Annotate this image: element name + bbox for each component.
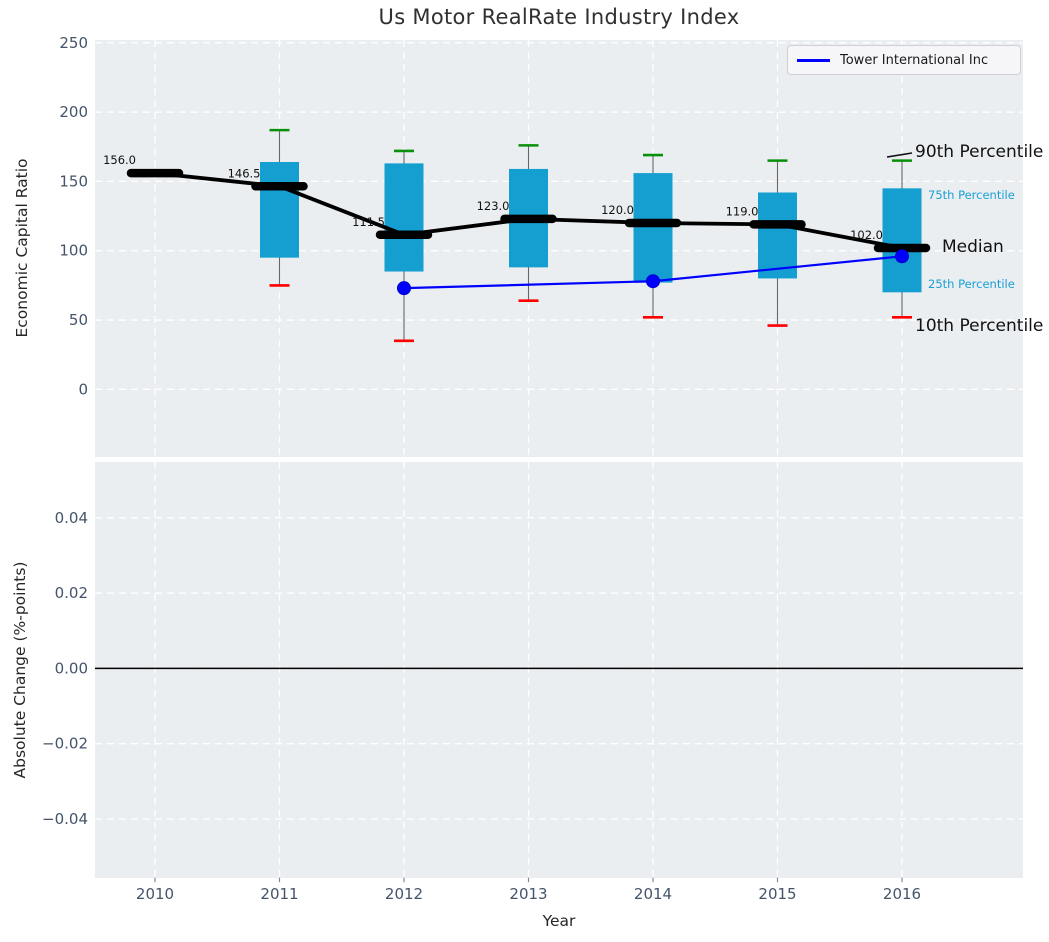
annotation-10th-percentile: 10th Percentile	[915, 316, 1043, 336]
bottom-y-axis-label: Absolute Change (%-points)	[11, 562, 29, 779]
percentile-box	[758, 193, 797, 279]
percentile-box	[260, 162, 299, 258]
legend-line-icon	[797, 59, 830, 62]
x-tick-label: 2016	[883, 885, 921, 903]
x-tick-label: 2012	[385, 885, 423, 903]
percentile-box	[634, 173, 673, 283]
median-value-label: 111.5	[352, 215, 385, 229]
percentile-box	[883, 188, 922, 292]
y-tick-label: 50	[69, 311, 88, 329]
y-tick-label: 0.04	[55, 509, 88, 527]
annotation-90th-percentile: 90th Percentile	[915, 142, 1043, 162]
x-axis-label: Year	[95, 912, 1023, 930]
annotation-25th-percentile: 25th Percentile	[928, 277, 1015, 291]
y-tick-label: −0.04	[42, 810, 88, 828]
x-tick-label: 2015	[758, 885, 796, 903]
median-value-label: 102.0	[850, 228, 883, 242]
x-tick-label: 2014	[634, 885, 672, 903]
median-value-label: 146.5	[228, 166, 261, 180]
company-point	[647, 275, 660, 288]
legend: Tower International Inc	[787, 45, 1021, 75]
legend-label: Tower International Inc	[840, 53, 988, 68]
annotation-leader-line	[887, 153, 912, 157]
y-tick-label: 250	[59, 34, 88, 52]
x-tick-label: 2010	[136, 885, 174, 903]
y-tick-label: 0.02	[55, 584, 88, 602]
y-tick-label: 0.00	[55, 659, 88, 677]
annotation-median: Median	[942, 237, 1004, 257]
median-value-label: 123.0	[477, 199, 510, 213]
y-tick-label: 200	[59, 103, 88, 121]
x-tick-label: 2011	[260, 885, 298, 903]
annotation-75th-percentile: 75th Percentile	[928, 188, 1015, 202]
chart-title: Us Motor RealRate Industry Index	[95, 5, 1023, 29]
median-value-label: 119.0	[726, 204, 759, 218]
median-value-label: 156.0	[103, 153, 136, 167]
figure: 156.0 146.5 111.5 123.0 120.0 119.0 102.0 0 50 10…	[0, 0, 1049, 942]
company-point	[398, 282, 411, 295]
chart-canvas: 156.0 146.5 111.5 123.0 120.0 119.0 102.0 0 50 10…	[0, 0, 1049, 942]
x-tick-label: 2013	[509, 885, 547, 903]
percentile-box	[385, 163, 424, 271]
y-tick-label: −0.02	[42, 735, 88, 753]
median-value-label: 120.0	[601, 203, 634, 217]
y-tick-label: 0	[78, 380, 88, 398]
top-y-axis-label: Economic Capital Ratio	[13, 158, 31, 337]
y-tick-label: 100	[59, 242, 88, 260]
y-tick-label: 150	[59, 172, 88, 190]
company-point	[896, 250, 909, 263]
